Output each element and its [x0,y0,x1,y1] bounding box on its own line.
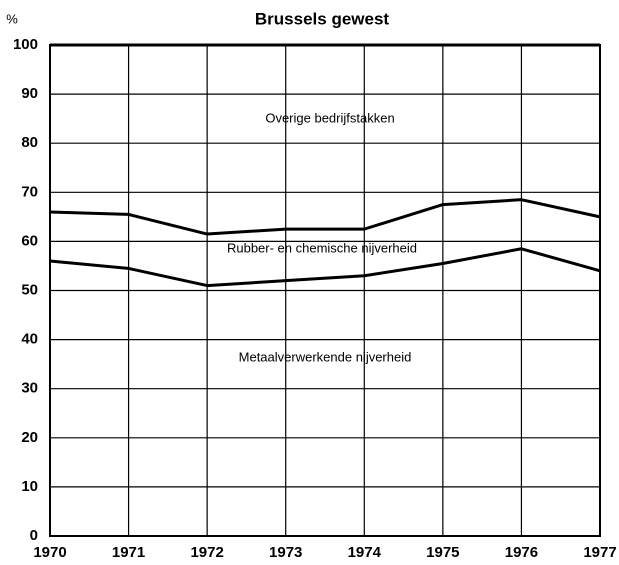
x-tick-label: 1977 [583,544,616,561]
y-tick-label: 90 [21,85,38,102]
y-axis-label: % [6,11,18,26]
y-tick-label: 30 [21,380,38,397]
y-tick-label: 60 [21,232,38,249]
y-tick-label: 100 [13,36,38,53]
stacked-line [49,198,601,236]
y-tick-label: 50 [21,281,38,298]
y-tick-label: 10 [21,478,38,495]
x-tick-label: 1974 [348,544,382,561]
y-tick-label: 20 [21,429,38,446]
y-tick-label: 70 [21,183,38,200]
x-tick-label: 1976 [505,544,538,561]
y-tick-label: 80 [21,134,38,151]
series-label: Metaalverwerkende nijverheid [239,349,412,364]
chart-title: Brussels gewest [255,9,390,28]
y-tick-label: 40 [21,331,38,348]
x-tick-label: 1972 [190,544,223,561]
x-tick-label: 1975 [426,544,459,561]
x-tick-label: 1971 [112,544,145,561]
x-tick-label: 1970 [33,544,66,561]
x-tick-label: 1973 [269,544,302,561]
series-label: Rubber- en chemische nijverheid [227,240,417,255]
series-label: Overige bedrijfstakken [265,110,394,125]
y-tick-label: 0 [30,527,38,544]
stacked-line [49,247,601,288]
